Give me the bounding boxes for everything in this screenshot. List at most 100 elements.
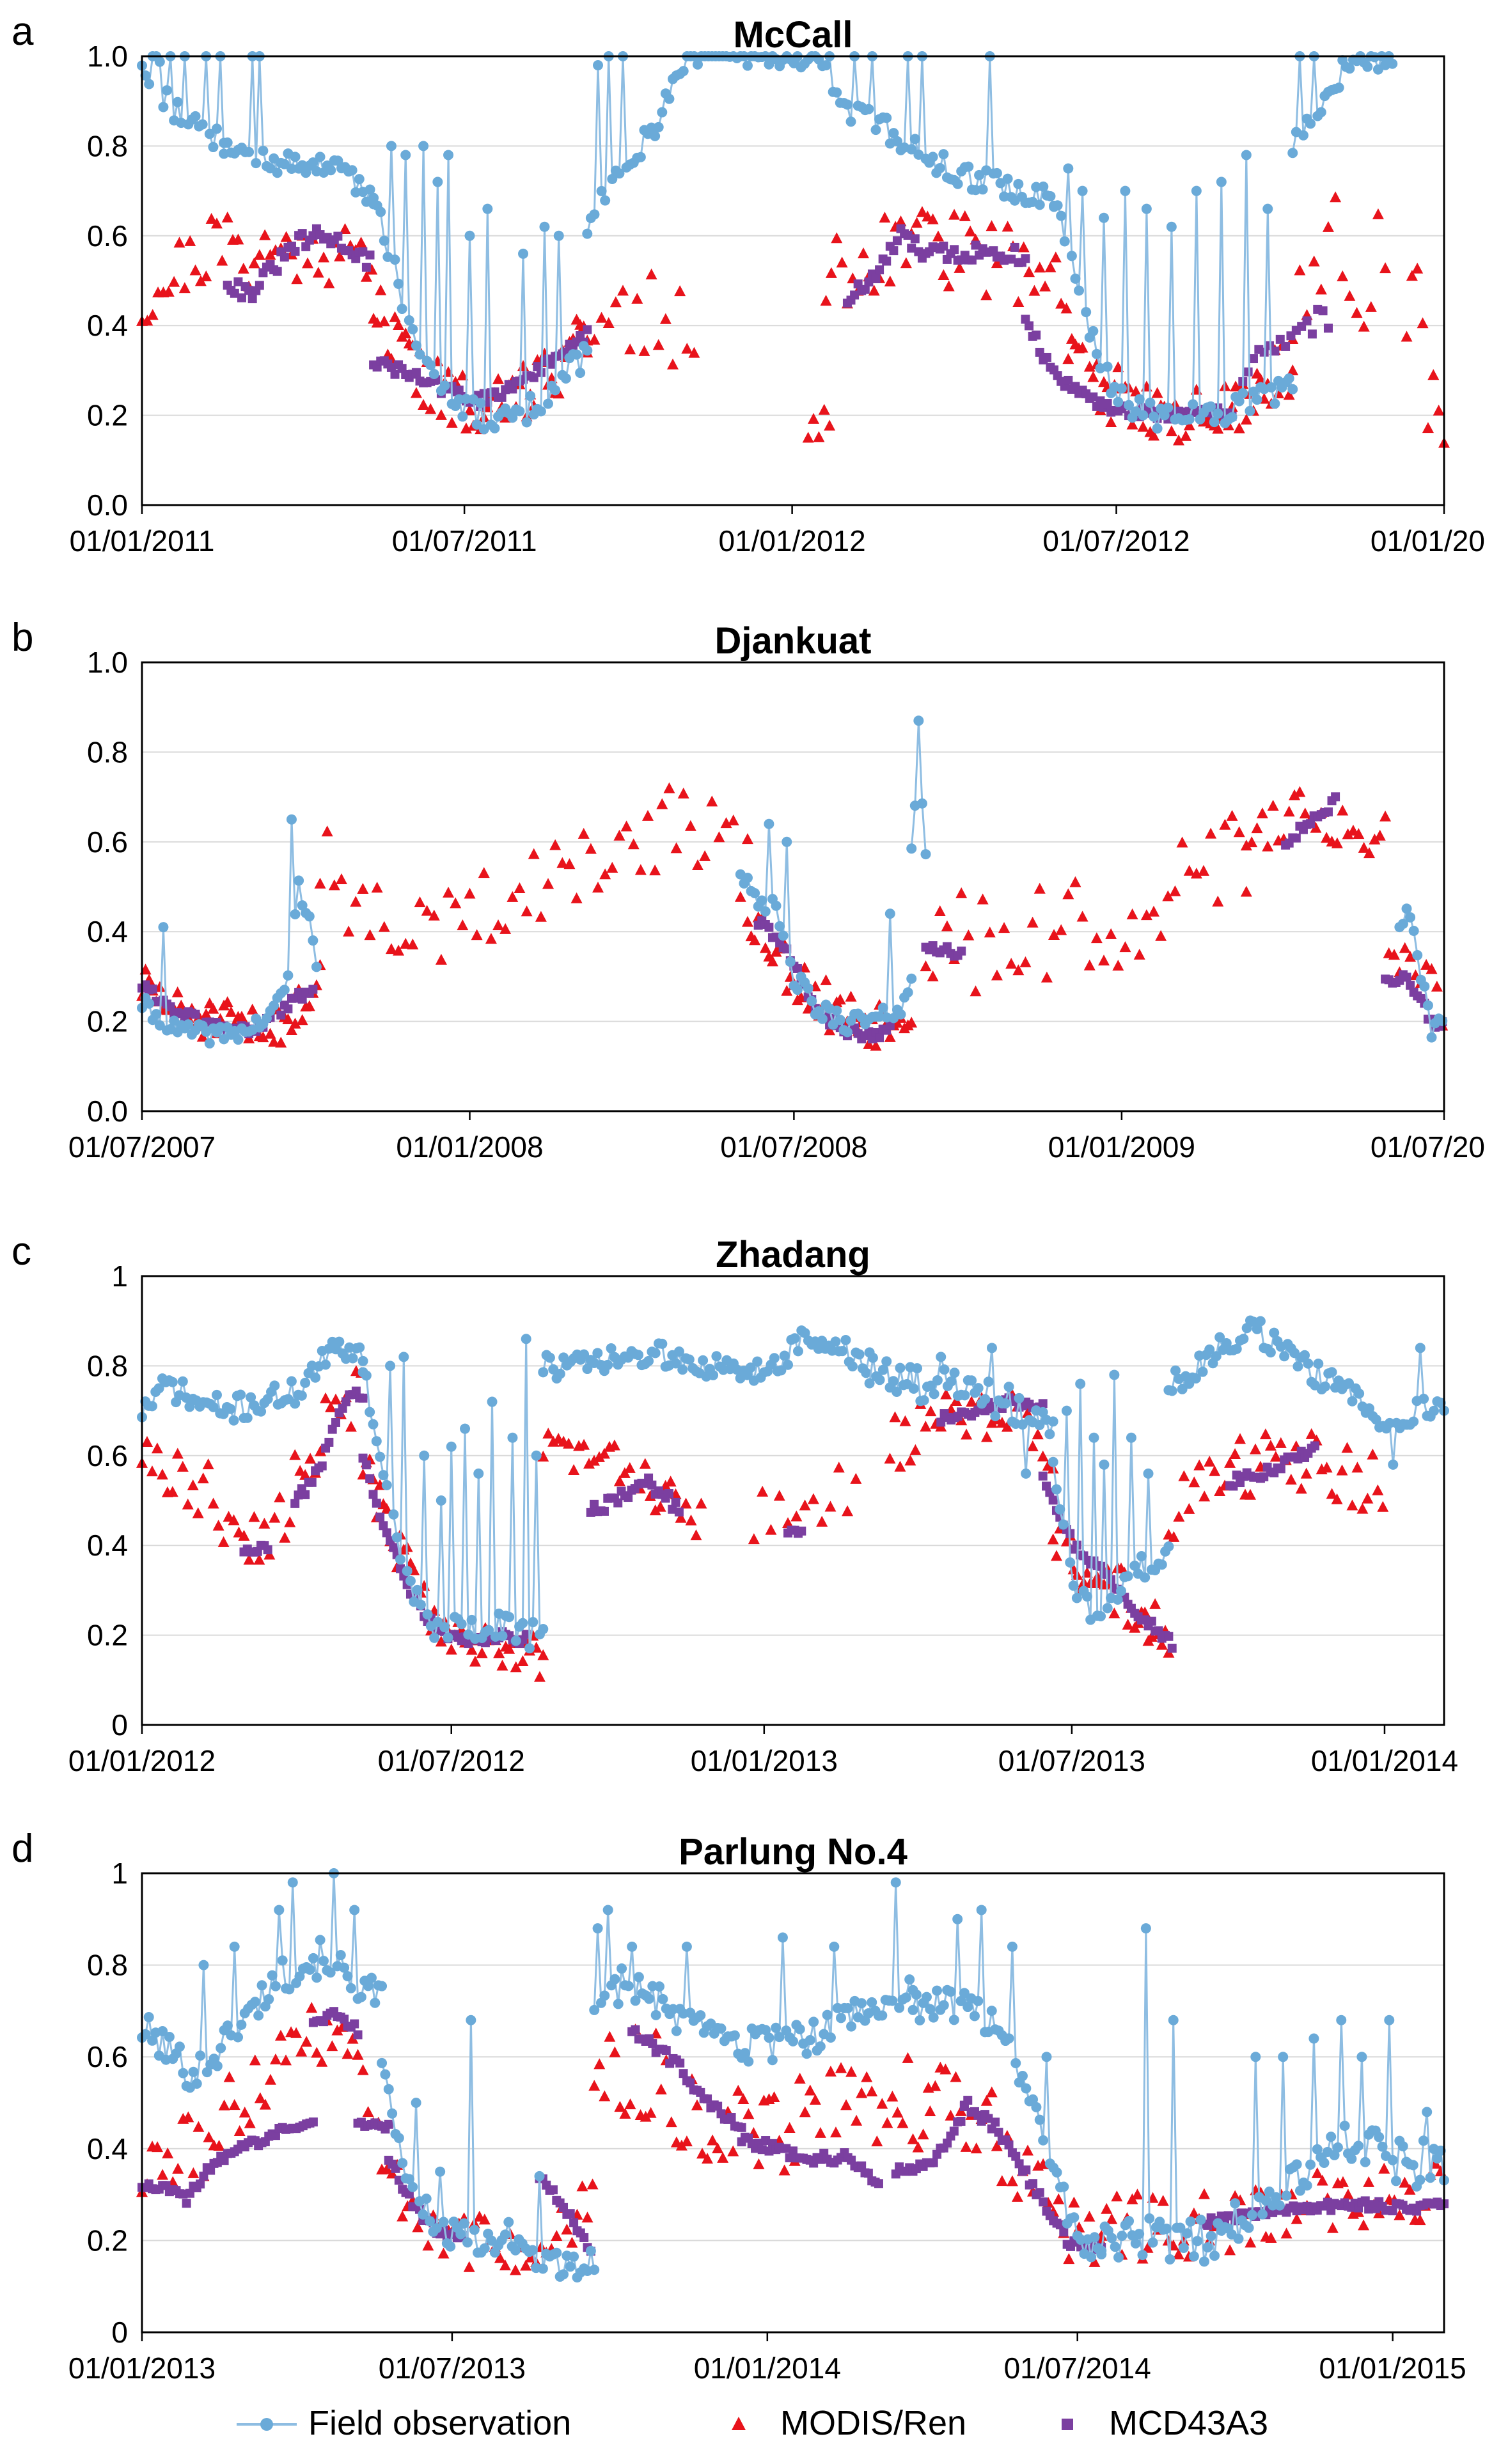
data-point: [834, 994, 846, 1005]
data-point: [1299, 807, 1311, 819]
data-point: [400, 150, 411, 160]
data-point: [1115, 1586, 1126, 1596]
data-point: [1202, 2242, 1213, 2253]
data-point: [167, 1376, 178, 1387]
data-point: [379, 1521, 388, 1531]
data-point: [239, 2107, 251, 2118]
data-point: [1151, 387, 1163, 398]
data-point: [1038, 2135, 1049, 2146]
data-point: [1399, 2176, 1411, 2188]
data-point: [589, 2265, 600, 2275]
data-point: [289, 1017, 301, 1029]
data-point: [422, 2240, 434, 2251]
data-point: [1182, 2228, 1193, 2239]
data-point: [1136, 1551, 1147, 1562]
data-point: [216, 2043, 226, 2054]
data-point: [1068, 2196, 1080, 2208]
data-point: [1049, 251, 1062, 263]
data-point: [617, 1963, 627, 1974]
data-point: [1262, 840, 1274, 852]
data-point: [569, 2218, 579, 2227]
data-point: [171, 1447, 184, 1459]
data-point: [864, 1378, 875, 1389]
data-point: [1331, 837, 1343, 848]
data-point: [624, 1493, 633, 1502]
data-point: [1259, 1428, 1271, 1440]
data-point: [1131, 2188, 1143, 2200]
data-point: [308, 231, 318, 240]
y-tick-label: 0.2: [87, 2224, 128, 2257]
legend-label: Field observation: [308, 2404, 571, 2442]
data-point: [1106, 2233, 1117, 2243]
data-point: [915, 2015, 925, 2025]
data-point: [875, 1033, 884, 1043]
data-point: [675, 2139, 688, 2151]
data-point: [1318, 306, 1328, 316]
data-point: [648, 2039, 657, 2048]
data-point: [365, 1407, 375, 1417]
data-point: [984, 2114, 993, 2123]
data-point: [1336, 1464, 1348, 1476]
data-point: [840, 1334, 851, 1345]
data-point: [237, 262, 249, 274]
data-point: [358, 1453, 368, 1463]
data-point: [835, 1015, 845, 1025]
data-point: [1431, 980, 1443, 992]
data-point: [1198, 2256, 1209, 2267]
data-point: [609, 2046, 621, 2057]
data-point: [308, 985, 318, 994]
series-line: [586, 54, 795, 234]
data-point: [290, 1398, 301, 1409]
data-point: [183, 1019, 194, 1030]
data-point: [366, 263, 378, 275]
data-point: [1148, 430, 1160, 441]
data-point: [1002, 221, 1014, 232]
data-point: [1106, 2213, 1118, 2224]
data-point: [1408, 2160, 1418, 2171]
data-point: [634, 864, 647, 875]
data-point: [820, 295, 832, 306]
data-point: [842, 2002, 853, 2013]
y-tick-label: 0.4: [87, 1529, 128, 1562]
data-point: [856, 2087, 868, 2098]
data-point: [1291, 2213, 1303, 2224]
data-point: [368, 192, 379, 203]
data-point: [1374, 829, 1386, 841]
data-point: [861, 1368, 872, 1378]
data-point: [151, 1442, 163, 1454]
data-point: [439, 1622, 450, 1633]
data-point: [521, 1334, 531, 1345]
data-point: [253, 2010, 264, 2021]
data-point: [204, 1038, 215, 1049]
panel-letter: c: [12, 1229, 31, 1274]
data-point: [774, 2032, 785, 2043]
data-point: [1105, 928, 1117, 939]
data-point: [1003, 1382, 1014, 1392]
data-point: [583, 325, 592, 334]
data-point: [1042, 352, 1051, 362]
data-point: [1048, 1416, 1058, 1427]
data-point: [769, 1353, 780, 1364]
data-point: [929, 1389, 939, 1400]
data-point: [627, 1941, 638, 1952]
data-point: [1142, 2242, 1154, 2253]
data-point: [182, 2111, 194, 2123]
data-point: [246, 1392, 256, 1403]
data-point: [1076, 910, 1088, 922]
data-point: [279, 985, 290, 995]
data-point: [238, 1529, 250, 1541]
data-point: [807, 1493, 819, 1504]
data-point: [547, 359, 556, 369]
data-point: [310, 1372, 321, 1383]
data-point: [185, 2188, 195, 2198]
data-point: [599, 1990, 610, 2001]
data-point: [328, 879, 340, 891]
data-point: [156, 1469, 168, 1480]
data-point: [960, 2140, 972, 2152]
data-point: [690, 1529, 702, 1541]
data-point: [1209, 1465, 1221, 1476]
data-point: [1326, 2206, 1336, 2215]
data-point: [1126, 908, 1138, 919]
data-point: [225, 1006, 237, 1017]
data-point: [804, 2084, 816, 2096]
